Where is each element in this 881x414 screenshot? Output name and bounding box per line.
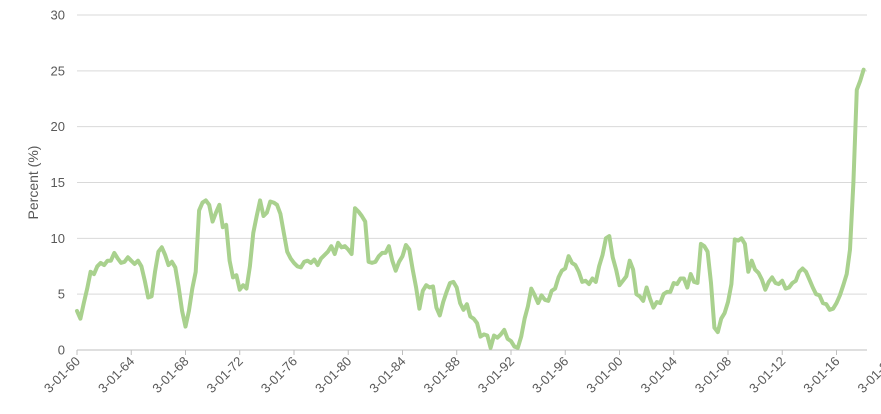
y-tick-labels: 0 5 10 15 20 25 30 [51, 8, 65, 358]
y-tick-label: 15 [51, 175, 65, 190]
x-tick-label: 3-01-92 [475, 354, 517, 396]
x-tick-label: 3-01-88 [421, 354, 463, 396]
x-tick-label: 3-01-64 [95, 354, 137, 396]
x-tick-label: 3-01-68 [149, 354, 191, 396]
y-tick-label: 5 [58, 287, 65, 302]
x-tick-label: 3-01-96 [529, 354, 571, 396]
y-tick-label: 20 [51, 119, 65, 134]
series-group [75, 67, 866, 350]
x-tick-label: 3-01-76 [258, 354, 300, 396]
x-tick-label: 3-01-16 [800, 354, 842, 396]
x-tick-label: 3-01-60 [41, 354, 83, 396]
y-tick-label: 10 [51, 231, 65, 246]
x-tick-label: 3-01-08 [692, 354, 734, 396]
x-tick-label: 3-01-20 [855, 354, 881, 396]
x-tick-labels: 3-01-60 3-01-64 3-01-68 3-01-72 3-01-76 3-01-… [41, 350, 881, 396]
y-tick-label: 0 [58, 343, 65, 358]
x-tick-label: 3-01-72 [204, 354, 246, 396]
gridlines [77, 14, 867, 295]
x-tick-label: 3-01-04 [638, 354, 680, 396]
y-axis-title: Percent (%) [25, 146, 41, 220]
x-tick-label: 3-01-00 [583, 354, 625, 396]
y-tick-label: 30 [51, 8, 65, 23]
y-tick-label: 25 [51, 63, 65, 78]
x-tick-label: 3-01-12 [746, 354, 788, 396]
x-tick-label: 3-01-80 [312, 354, 354, 396]
series-line-0 [75, 67, 866, 350]
x-tick-label: 3-01-84 [366, 354, 408, 396]
